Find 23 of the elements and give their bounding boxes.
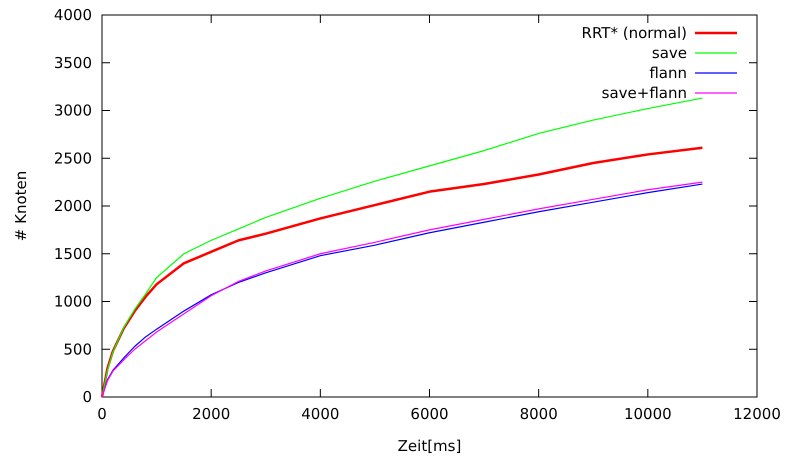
- x-tick-label: 2000: [192, 405, 230, 423]
- x-tick-label: 4000: [301, 405, 340, 423]
- x-tick-label: 10000: [624, 405, 672, 423]
- y-tick-label: 0: [82, 388, 92, 406]
- x-tick-label: 6000: [410, 405, 449, 423]
- y-tick-label: 3000: [54, 102, 92, 120]
- legend-label: RRT* (normal): [582, 24, 687, 42]
- legend-label: save+flann: [602, 84, 687, 102]
- y-tick-label: 1500: [54, 244, 92, 263]
- y-tick-label: 1000: [54, 292, 92, 310]
- x-axis-title: Zeit[ms]: [398, 437, 462, 455]
- legend-label: flann: [649, 64, 687, 82]
- y-tick-label: 2500: [54, 149, 92, 168]
- legend-label: save: [652, 44, 687, 62]
- y-axis-title: # Knoten: [12, 170, 30, 242]
- x-tick-label: 0: [97, 405, 107, 423]
- y-tick-label: 2000: [54, 197, 92, 215]
- x-tick-label: 8000: [520, 405, 558, 423]
- y-tick-label: 4000: [54, 6, 92, 24]
- line-series: [101, 97, 704, 398]
- y-tick-label: 500: [63, 340, 92, 358]
- y-tick-label: 3500: [54, 54, 92, 72]
- x-tick-label: 12000: [733, 405, 781, 423]
